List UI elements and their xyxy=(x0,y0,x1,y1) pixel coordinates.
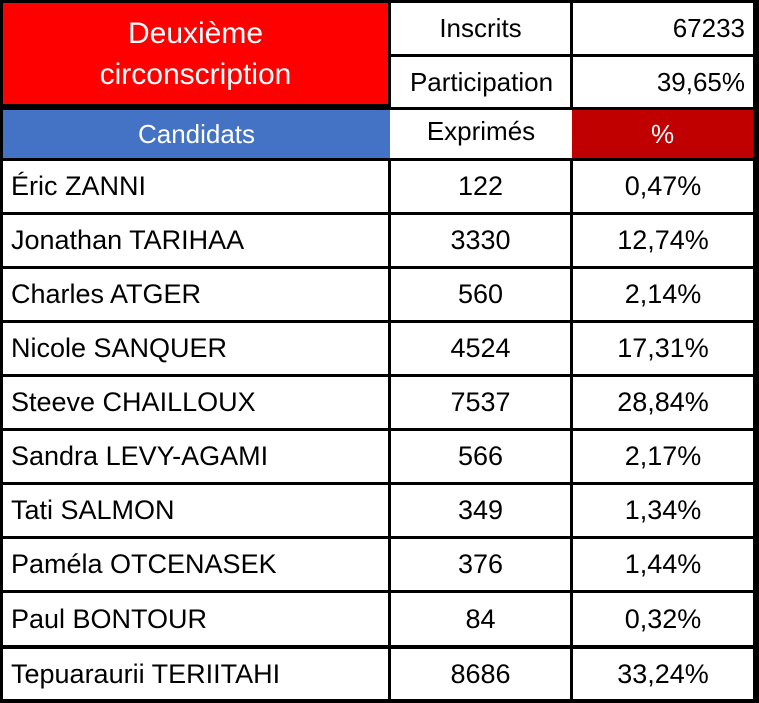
candidate-percent: 1,44% xyxy=(573,539,753,590)
candidate-name: Tati SALMON xyxy=(3,485,388,536)
participation-label: Participation xyxy=(391,57,570,107)
column-header-candidats: Candidats xyxy=(3,110,390,158)
inscrits-value: 67233 xyxy=(573,3,753,54)
candidate-percent: 12,74% xyxy=(573,215,753,266)
column-header-percent: % xyxy=(572,110,753,158)
candidate-name: Tepuaraurii TERIITAHI xyxy=(3,649,388,699)
candidate-name: Paméla OTCENASEK xyxy=(3,539,388,590)
candidate-votes: 3330 xyxy=(391,215,570,266)
candidate-percent: 0,47% xyxy=(573,161,753,212)
candidate-votes: 566 xyxy=(391,431,570,482)
candidate-votes: 7537 xyxy=(391,377,570,428)
candidate-votes: 349 xyxy=(391,485,570,536)
title-line-2: circonscription xyxy=(99,57,292,91)
candidate-votes: 4524 xyxy=(391,323,570,374)
candidate-votes: 560 xyxy=(391,269,570,320)
title-line-1: Deuxième xyxy=(127,16,264,50)
candidate-name: Charles ATGER xyxy=(3,269,388,320)
candidate-percent: 33,24% xyxy=(573,649,753,699)
candidate-percent: 28,84% xyxy=(573,377,753,428)
candidate-name: Jonathan TARIHAA xyxy=(3,215,388,266)
constituency-title: Deuxième circonscription xyxy=(3,3,388,104)
inscrits-label: Inscrits xyxy=(391,3,570,54)
candidate-name: Nicole SANQUER xyxy=(3,323,388,374)
candidate-name: Éric ZANNI xyxy=(3,161,388,212)
participation-value: 39,65% xyxy=(573,57,753,107)
candidate-votes: 376 xyxy=(391,539,570,590)
candidate-name: Paul BONTOUR xyxy=(3,593,388,645)
candidate-percent: 2,17% xyxy=(573,431,753,482)
column-header-exprimes: Exprimés xyxy=(390,110,572,158)
candidate-percent: 0,32% xyxy=(573,593,753,645)
candidate-name: Sandra LEVY-AGAMI xyxy=(3,431,388,482)
candidate-votes: 8686 xyxy=(391,649,570,699)
candidate-votes: 122 xyxy=(391,161,570,212)
candidate-percent: 17,31% xyxy=(573,323,753,374)
candidate-name: Steeve CHAILLOUX xyxy=(3,377,388,428)
candidate-percent: 2,14% xyxy=(573,269,753,320)
candidate-percent: 1,34% xyxy=(573,485,753,536)
candidate-votes: 84 xyxy=(391,593,570,645)
